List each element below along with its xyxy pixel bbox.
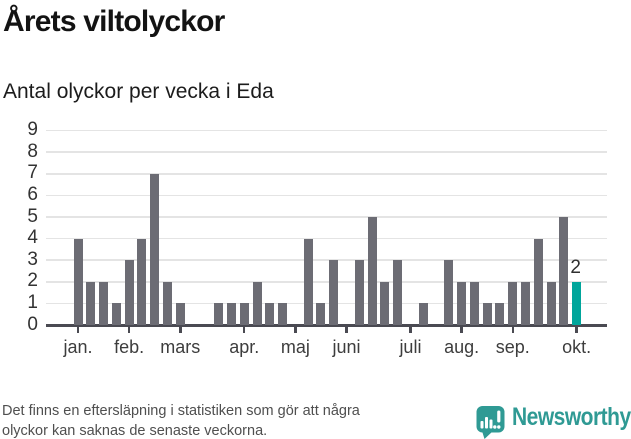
gridline	[46, 129, 607, 132]
month-tick	[345, 325, 348, 333]
gridline	[46, 259, 607, 261]
footer-note-line1: Det finns en eftersläpning i statistiken…	[2, 403, 360, 419]
x-tick-label: aug.	[444, 337, 480, 357]
gridline	[46, 216, 607, 218]
x-tick-label: mars	[160, 337, 201, 357]
bar	[252, 281, 262, 325]
bar	[469, 281, 479, 325]
month-tick	[76, 325, 80, 333]
y-tick-label: 2	[27, 270, 38, 292]
y-tick-label: 0	[27, 313, 38, 335]
month-tick	[460, 325, 463, 333]
gridline	[46, 281, 607, 283]
month-tick	[127, 325, 131, 333]
gridline	[46, 194, 607, 197]
newsworthy-logo-icon	[476, 406, 505, 439]
bar	[380, 281, 390, 325]
x-tick-label: maj	[280, 337, 310, 357]
month-tick	[511, 325, 514, 333]
y-tick-label: 8	[27, 140, 38, 162]
x-tick-label: juni	[332, 337, 361, 357]
bar	[265, 303, 275, 325]
month-tick	[179, 325, 182, 333]
gridline	[46, 302, 607, 305]
x-tick-label: juli	[399, 337, 422, 357]
bar	[482, 303, 492, 325]
bar	[316, 303, 326, 325]
bar	[444, 260, 454, 325]
y-tick-label: 6	[27, 183, 38, 205]
bar	[546, 281, 556, 325]
bar	[226, 303, 236, 325]
bar	[508, 281, 518, 325]
bar	[354, 260, 364, 325]
footer-note-line2: olyckor kan saknas de senaste veckorna.	[2, 422, 268, 439]
y-tick-label: 3	[27, 248, 38, 270]
month-tick	[575, 325, 578, 333]
bar	[457, 281, 467, 325]
bar	[393, 260, 403, 325]
bar	[175, 303, 185, 325]
y-tick-label: 4	[27, 227, 38, 249]
bar	[559, 217, 569, 325]
month-tick	[242, 325, 246, 333]
bar	[533, 238, 543, 325]
chart-title: Årets viltolyckor	[3, 5, 225, 38]
gridline	[46, 173, 607, 175]
gridline	[46, 151, 607, 153]
bar	[73, 238, 83, 325]
bar	[367, 217, 377, 325]
x-tick-label: okt.	[562, 337, 592, 357]
bar	[521, 281, 531, 325]
newsworthy-wordmark: Newsworthy	[512, 403, 631, 431]
y-tick-label: 5	[27, 205, 38, 227]
x-tick-label: sep.	[495, 337, 530, 357]
bar	[163, 281, 172, 325]
x-tick-label: jan.	[63, 337, 93, 357]
month-tick	[409, 325, 412, 333]
bar-value-label: 2	[570, 256, 581, 278]
bar	[99, 281, 109, 325]
bar	[418, 303, 428, 325]
gridline	[46, 237, 607, 240]
bar	[86, 281, 96, 325]
y-tick-label: 9	[27, 119, 38, 141]
bar	[303, 238, 313, 325]
y-tick-label: 1	[27, 291, 38, 313]
bar-highlighted	[572, 281, 582, 325]
x-tick-label: apr.	[229, 337, 260, 357]
x-tick-label: feb.	[114, 337, 145, 357]
bar	[239, 303, 249, 325]
bar	[329, 260, 339, 325]
footer-note: Det finns en eftersläpning i statistiken…	[2, 402, 360, 439]
bar	[124, 260, 134, 325]
bar	[150, 173, 160, 325]
y-tick-label: 7	[27, 162, 38, 184]
bar	[278, 303, 288, 325]
month-tick	[294, 325, 297, 333]
chart-subtitle: Antal olyckor per vecka i Eda	[3, 80, 274, 103]
bar	[111, 303, 121, 325]
x-axis-line	[46, 323, 607, 327]
bar	[495, 303, 505, 325]
bar	[137, 238, 147, 325]
bar	[214, 303, 224, 325]
